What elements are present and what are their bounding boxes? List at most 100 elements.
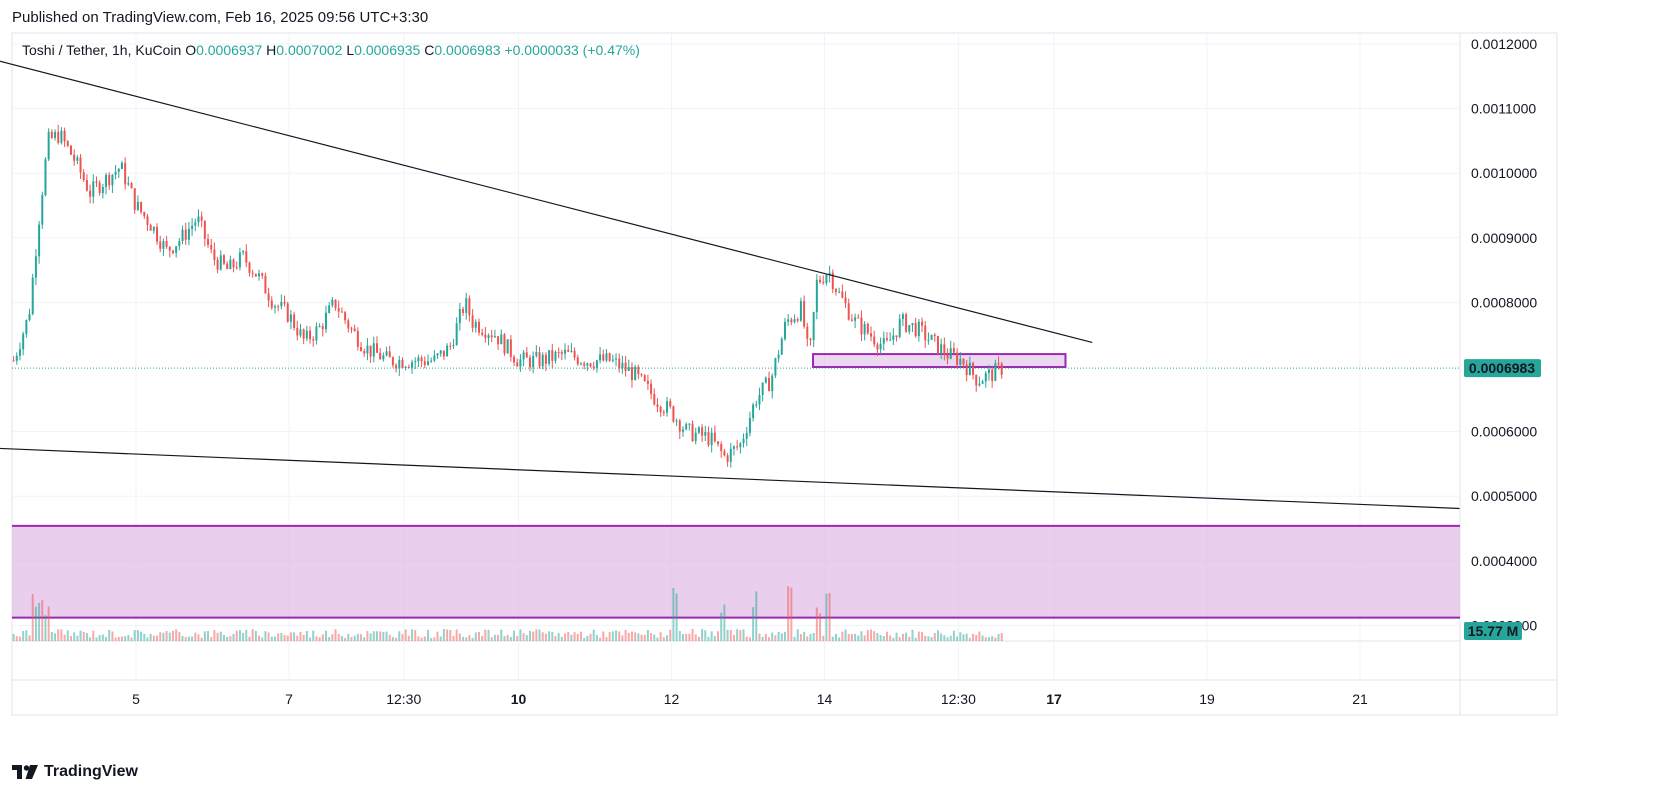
volume-bar	[503, 636, 506, 641]
candle-body	[541, 354, 544, 367]
volume-bar	[299, 631, 302, 641]
volume-bar	[764, 633, 767, 641]
volume-bar	[834, 633, 837, 641]
volume-bar	[280, 632, 283, 641]
volume-bar	[293, 632, 296, 641]
volume-bar	[576, 633, 579, 641]
candle-body	[490, 335, 493, 338]
candle-body	[254, 273, 257, 277]
volume-bar	[44, 615, 47, 641]
candle-body	[159, 241, 162, 249]
candle-body	[238, 252, 241, 268]
candle-body	[962, 358, 965, 365]
candle-body	[914, 323, 917, 337]
tradingview-brand[interactable]: TradingView	[12, 763, 138, 781]
candle-body	[911, 323, 914, 326]
volume-bar	[152, 635, 155, 641]
candle-body	[997, 363, 1000, 365]
volume-bar	[184, 636, 187, 641]
candle-body	[222, 255, 225, 264]
volume-bar	[892, 637, 895, 641]
volume-bar	[710, 631, 713, 641]
candle-body	[567, 349, 570, 352]
candle-body	[92, 181, 95, 197]
volume-bars	[12, 586, 1003, 641]
volume-bar	[812, 633, 815, 641]
volume-bar	[89, 637, 92, 641]
candle-body	[787, 319, 790, 322]
candle-body	[704, 432, 707, 436]
volume-bar	[991, 636, 994, 641]
volume-bar	[567, 631, 570, 641]
candle-body	[707, 432, 710, 445]
candle-body	[921, 321, 924, 326]
volume-bar	[238, 629, 241, 641]
volume-bar	[672, 587, 675, 641]
candle-body	[933, 334, 936, 336]
volume-bar	[197, 634, 200, 641]
volume-bar	[803, 631, 806, 641]
candle-body	[477, 321, 480, 333]
candle-body	[630, 367, 633, 381]
candle-body	[532, 355, 535, 368]
volume-bar	[509, 636, 512, 641]
volume-bar	[544, 633, 547, 641]
y-tick-label: 0.0008000	[1471, 294, 1537, 310]
volume-bar	[315, 636, 318, 641]
volume-bar	[395, 637, 398, 641]
candle-body	[251, 272, 254, 274]
candle-body	[242, 251, 245, 253]
volume-bar	[347, 633, 350, 641]
candle-body	[822, 282, 825, 284]
candle-body	[972, 362, 975, 375]
volume-bar	[401, 634, 404, 641]
volume-bar	[685, 633, 688, 641]
candle-body	[519, 359, 522, 367]
candle-body	[579, 363, 582, 365]
volume-bar	[143, 633, 146, 641]
volume-bar	[232, 633, 235, 641]
candle-body	[882, 338, 885, 344]
candle-body	[305, 330, 308, 339]
candle-body	[898, 319, 901, 338]
volume-bar	[777, 632, 780, 641]
volume-bar	[694, 634, 697, 641]
candle-body	[952, 348, 955, 353]
volume-bar	[140, 631, 143, 641]
brand-name: TradingView	[44, 763, 138, 780]
volume-bar	[866, 630, 869, 641]
price-chart[interactable]: 0.0012000 0.0011000 0.0010000 0.0009000 0.00…	[0, 0, 1656, 760]
volume-bar	[506, 634, 509, 641]
volume-bar	[650, 632, 653, 641]
candle-body	[621, 362, 624, 369]
candle-body	[114, 171, 117, 175]
volume-bar	[885, 631, 888, 641]
volume-bar	[605, 637, 608, 641]
candle-body	[570, 350, 573, 352]
candle-body	[968, 362, 971, 376]
volume-bar	[442, 629, 445, 641]
volume-bar	[168, 632, 171, 641]
candle-body	[455, 323, 458, 346]
volume-bar	[956, 636, 959, 641]
volume-bar	[819, 613, 822, 641]
candle-body	[834, 289, 837, 292]
volume-bar	[959, 632, 962, 641]
candle-body	[337, 308, 340, 312]
candle-body	[481, 332, 484, 335]
legend-h-label: H	[266, 42, 276, 58]
volume-bar	[92, 630, 95, 641]
volume-bar	[799, 634, 802, 641]
volume-bar	[691, 629, 694, 641]
candle-body	[299, 329, 302, 336]
volume-bar	[181, 636, 184, 641]
volume-bar	[210, 637, 213, 641]
volume-bar	[972, 633, 975, 641]
volume-bar	[31, 594, 34, 641]
volume-bar	[388, 634, 391, 641]
volume-bar	[583, 637, 586, 641]
volume-bar	[901, 633, 904, 641]
volume-bar	[50, 632, 53, 641]
candle-body	[672, 406, 675, 422]
legend-c-value: 0.0006983	[434, 42, 504, 58]
